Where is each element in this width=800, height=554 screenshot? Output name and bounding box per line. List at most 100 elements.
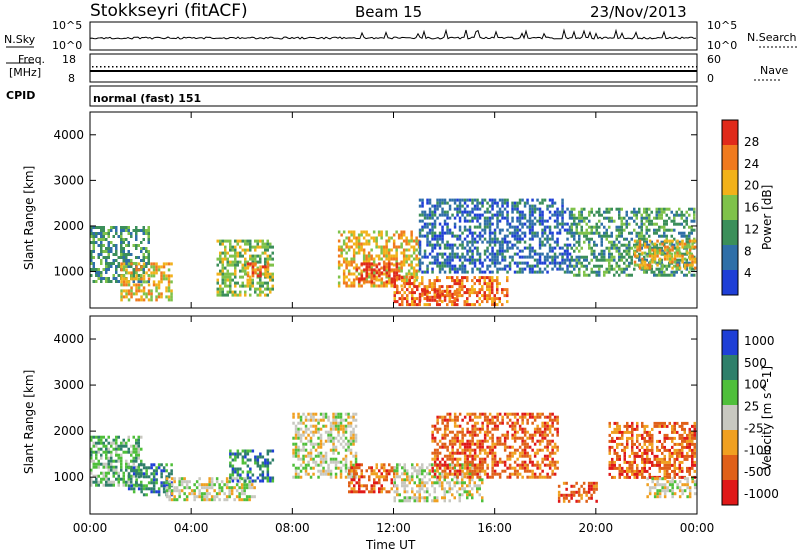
power-cell [140,295,143,299]
velocity-cell [334,448,338,452]
power-cell [518,219,522,223]
power-cell [483,198,487,202]
power-cell [418,298,422,302]
power-cell [668,260,672,264]
velocity-cell [266,461,270,465]
power-cell [448,204,452,208]
velocity-cell [398,475,401,479]
velocity-cell [122,477,125,481]
power-cell [546,252,549,256]
velocity-cell [498,472,502,476]
velocity-cell [243,477,246,481]
power-cell [628,249,631,253]
velocity-cell [337,460,340,464]
power-cell [254,290,257,294]
power-cell [170,262,173,266]
power-cell [506,201,509,205]
velocity-cell [271,476,275,480]
power-cell [367,272,371,276]
power-cell [97,238,100,241]
power-cell [498,282,501,286]
power-cell [100,238,103,241]
velocity-cell [471,487,474,491]
velocity-cell [231,458,235,462]
velocity-cell [350,490,353,494]
power-cell [501,213,504,217]
velocity-cell [365,487,368,491]
power-cell [147,268,151,272]
power-cell [468,258,472,262]
power-cell [115,277,118,280]
velocity-cell [322,418,325,422]
velocity-cell [401,466,404,470]
power-cell [533,249,537,253]
power-cell [259,265,262,269]
velocity-cell [543,421,547,425]
power-cell [580,219,583,223]
power-cell [423,216,427,220]
power-cell [102,235,105,238]
power-cell [417,269,421,273]
nave-dot [264,66,266,68]
velocity-cell [541,424,544,428]
velocity-cell [332,457,335,461]
power-cell [506,204,509,208]
velocity-cell [244,455,247,459]
power-cell [441,210,444,214]
power-cell [340,251,343,255]
power-cell [380,271,384,275]
velocity-cell [481,481,484,485]
nave-dot [544,66,546,68]
velocity-cell [105,444,108,448]
velocity-cell [498,475,502,479]
velocity-cell [218,492,221,496]
velocity-cell [115,441,118,445]
power-cell [570,213,573,217]
velocity-cell [483,448,487,452]
power-cell [566,252,569,256]
power-cell [658,207,661,211]
power-cell [458,258,462,262]
power-cell [446,210,449,214]
power-cell [531,234,534,238]
power-cell [526,198,529,202]
nave-dot [384,66,386,68]
power-cell [340,254,343,258]
power-cell [508,225,512,229]
velocity-cell [463,475,466,479]
velocity-cell [498,412,502,416]
power-cell [681,245,684,249]
power-cell [271,263,274,267]
power-cell [518,261,522,265]
power-cell [431,204,434,208]
velocity-cell [97,483,100,487]
power-cell [663,264,666,268]
power-cell [666,257,669,261]
power-cell [438,201,442,205]
power-cell [518,240,522,244]
power-cell [528,243,532,247]
power-cell [155,268,158,272]
power-cell [337,266,341,270]
velocity-cell [347,466,350,470]
power-cell [337,239,341,243]
power-cell [650,252,653,256]
velocity-cell [140,472,143,476]
velocity-cell [523,415,527,419]
power-cell [105,271,108,274]
velocity-cell [241,455,245,459]
power-cell [506,228,509,232]
velocity-cell [426,487,429,491]
power-cell [345,242,348,246]
power-cell [646,254,649,258]
power-cell [588,210,591,214]
velocity-cell [324,451,328,455]
power-cell [249,293,252,297]
velocity-cell [309,448,313,452]
power-cell [595,231,598,235]
power-cell [573,264,576,268]
power-cell [125,295,128,299]
velocity-cell [521,460,524,464]
velocity-cell [516,469,519,473]
power-cell [578,267,581,271]
